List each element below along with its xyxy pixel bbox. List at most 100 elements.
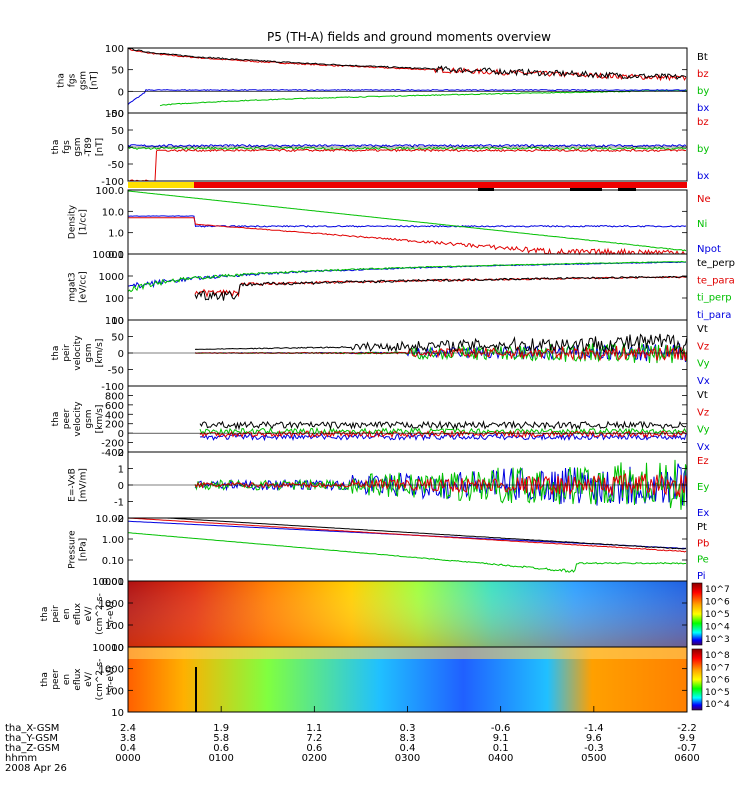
legend-Pi: Pi bbox=[697, 571, 706, 582]
panel-peer_en_eflux: 10^8 10^7 10^6 10^5 10^4 10 100 1000 10000 tha pee… bbox=[40, 643, 730, 719]
xtick-value: 9.6 bbox=[586, 733, 602, 744]
ytick-label: 10 bbox=[111, 643, 124, 654]
state-bar-mark bbox=[570, 188, 602, 191]
xtick-value: 0400 bbox=[488, 753, 513, 764]
ytick-label: 0.10 bbox=[102, 556, 124, 567]
trace-pt bbox=[128, 517, 687, 550]
trace-pe bbox=[127, 532, 686, 573]
trace-vt bbox=[194, 333, 688, 353]
ytick-label: 100 bbox=[105, 621, 124, 632]
trace-vt bbox=[199, 419, 687, 431]
trace-vz bbox=[199, 429, 687, 439]
legend-by: by bbox=[697, 144, 709, 155]
ylabel-line: tha bbox=[51, 346, 61, 361]
ylabel-line: eV/ bbox=[84, 671, 94, 687]
ytick-label: 100 bbox=[105, 316, 124, 327]
colorbar-label: 10^8 bbox=[705, 651, 730, 661]
xtick-value: -1.4 bbox=[584, 723, 604, 734]
legend-Vt: Vt bbox=[697, 324, 708, 335]
ylabel-line: [km/s] bbox=[95, 339, 105, 368]
trace-bx bbox=[127, 144, 687, 148]
xtick-value: 0.1 bbox=[493, 743, 509, 754]
legend-Npot: Npot bbox=[697, 244, 721, 255]
xtick-value: 0.3 bbox=[400, 723, 416, 734]
ytick-label: 100 bbox=[105, 109, 124, 120]
ylabel-line: tha bbox=[40, 672, 50, 687]
ylabel-line: gsm bbox=[73, 137, 83, 156]
ytick-label: 0 bbox=[118, 481, 124, 492]
legend-ti_perp: ti_perp bbox=[697, 293, 732, 304]
ytick-label: 1000 bbox=[99, 599, 124, 610]
xrow-label: tha_Z-GSM bbox=[5, 743, 60, 754]
ytick-label: 800 bbox=[105, 391, 124, 402]
ytick-label: -400 bbox=[101, 448, 124, 459]
legend-Vx: Vx bbox=[697, 376, 710, 387]
xtick-value: 1.9 bbox=[213, 723, 229, 734]
ylabel-line: peir bbox=[51, 605, 61, 623]
legend-bz: bz bbox=[697, 117, 709, 128]
legend-Ni: Ni bbox=[697, 219, 707, 230]
ytick-label: -200 bbox=[101, 439, 124, 450]
ytick-label: 400 bbox=[105, 410, 124, 421]
colorbar-label: 10^6 bbox=[705, 676, 730, 686]
xtick-value: 8.3 bbox=[400, 733, 416, 744]
ytick-label: 10000 bbox=[92, 577, 124, 588]
ylabel-line: mgat3 bbox=[68, 272, 78, 301]
ytick-label: 0.01 bbox=[102, 577, 124, 588]
ylabel-line: tha bbox=[51, 412, 61, 427]
ytick-label: 200 bbox=[105, 420, 124, 431]
xtick-value: 0.4 bbox=[400, 743, 416, 754]
legend-Vz: Vz bbox=[697, 407, 709, 418]
trace-by bbox=[127, 146, 687, 151]
legend-bz: bz bbox=[697, 69, 709, 80]
xrow-label: hhmm bbox=[5, 753, 37, 764]
ytick-label: 10000 bbox=[92, 250, 124, 261]
legend-Vz: Vz bbox=[697, 341, 709, 352]
ylabel-line: Pressure bbox=[68, 530, 78, 569]
xtick-value: -0.6 bbox=[491, 723, 511, 734]
trace-bz bbox=[128, 148, 687, 182]
ylabel-line: peer bbox=[62, 408, 72, 429]
legend-Pt: Pt bbox=[697, 522, 707, 533]
colorbar-label: 10^3 bbox=[705, 635, 730, 645]
ylabel-line: en bbox=[62, 674, 72, 685]
state-bar-mark bbox=[478, 188, 494, 191]
state-bar-red bbox=[194, 182, 687, 188]
trace-ti-para bbox=[127, 261, 686, 289]
ylabel-line: [eV/cc] bbox=[79, 271, 89, 303]
ylabel-line: -T89 bbox=[84, 137, 94, 157]
state-bar-yellow bbox=[128, 182, 194, 188]
xtick-value: 0100 bbox=[208, 753, 233, 764]
ylabel-line: [nT] bbox=[90, 71, 100, 89]
ytick-label: -100 bbox=[101, 177, 124, 188]
ylabel-line: (cm^2-s- bbox=[95, 659, 105, 701]
panel-frame bbox=[127, 385, 688, 453]
legend-Pe: Pe bbox=[697, 555, 709, 566]
ylabel-line: [mV/m] bbox=[79, 468, 89, 502]
ytick-label: 600 bbox=[105, 401, 124, 412]
ytick-label: 50 bbox=[111, 126, 124, 137]
ylabel-line: eflux bbox=[73, 602, 83, 625]
state-bar bbox=[128, 182, 687, 191]
ylabel-line: eflux bbox=[73, 668, 83, 691]
legend-Vt: Vt bbox=[697, 390, 708, 401]
ytick-label: 10.00 bbox=[95, 514, 124, 525]
date-label: 2008 Apr 26 bbox=[5, 763, 67, 774]
colorbar-peir_en_eflux bbox=[691, 582, 703, 646]
colorbar-label: 10^7 bbox=[705, 585, 730, 595]
panel-density: Ne Ni Npot 0.1 1.0 10.0 100.0 Density [1/cc] bbox=[68, 186, 721, 261]
colorbar-label: 10^4 bbox=[705, 700, 730, 710]
trace-te-perp bbox=[194, 275, 688, 301]
xtick-value: -2.2 bbox=[677, 723, 697, 734]
ytick-label: 1.00 bbox=[102, 535, 124, 546]
xtick-value: 0200 bbox=[302, 753, 327, 764]
xtick-value: 9.9 bbox=[679, 733, 695, 744]
ylabel-line: E=-VxB bbox=[68, 468, 78, 502]
trace-ne bbox=[127, 217, 686, 256]
ytick-label: 1000 bbox=[99, 665, 124, 676]
xtick-value: 0.6 bbox=[306, 743, 322, 754]
xtick-value: 7.2 bbox=[306, 733, 322, 744]
